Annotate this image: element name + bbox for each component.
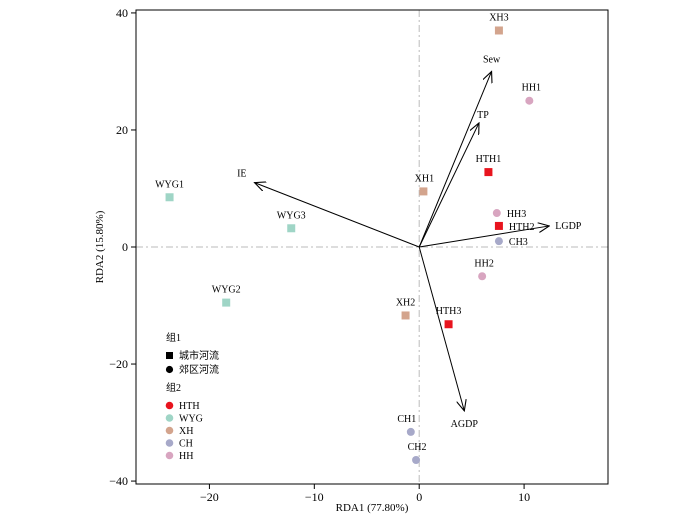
- legend-group1-item: 郊区河流: [179, 363, 219, 376]
- x-axis-title: RDA1 (77.80%): [336, 502, 409, 514]
- legend-color-marker: [165, 401, 174, 410]
- vector-label: LGDP: [555, 221, 582, 232]
- sample-point-wyg1: [165, 193, 174, 202]
- sample-point-hth3: [444, 320, 453, 329]
- sample-label: CH3: [509, 237, 528, 248]
- sample-label: HTH2: [509, 222, 535, 233]
- sample-label: CH1: [397, 414, 416, 425]
- legend-color-marker: [165, 426, 174, 435]
- legend-color-marker: [165, 451, 174, 460]
- sample-point-wyg2: [222, 298, 231, 307]
- x-tick-label: 10: [518, 490, 530, 504]
- vector-label: IE: [237, 169, 246, 180]
- sample-points: XH3 HH1 HTH1 XH1 WYG1 WYG3 HH3 HTH2 CH3 HH2 WYG2 XH…: [155, 12, 541, 465]
- plot-axes: −20 −10 0 10 −40 −20 0 20 40: [109, 6, 609, 504]
- y-tick-label: 40: [116, 6, 128, 20]
- sample-label: HH3: [507, 209, 526, 220]
- sample-label: HTH1: [476, 154, 502, 165]
- vector-label: AGDP: [451, 419, 479, 430]
- y-axis-title: RDA2 (15.80%): [94, 210, 106, 283]
- zero-lines: [136, 10, 608, 484]
- vector-label: Sew: [483, 54, 501, 65]
- legend-group1-item: 城市河流: [179, 349, 219, 362]
- sample-label: WYG1: [155, 179, 184, 190]
- sample-point-hh2: [478, 272, 487, 281]
- sample-label: WYG2: [212, 285, 241, 296]
- x-tick-label: −20: [200, 490, 219, 504]
- legend-group2-item: CH: [179, 439, 193, 450]
- legend-group2-item: HTH: [179, 401, 200, 412]
- legend-color-marker: [165, 439, 174, 447]
- sample-point-hth1: [484, 168, 493, 177]
- legend-circle-marker: [165, 365, 174, 374]
- legend-group2-title: 组2: [166, 381, 181, 394]
- x-tick-label: −10: [305, 490, 324, 504]
- sample-label: HH2: [474, 258, 493, 269]
- sample-point-hh3: [492, 209, 501, 218]
- sample-label: CH2: [408, 442, 427, 453]
- sample-point-xh3: [494, 26, 503, 35]
- legend-group2-item: HH: [179, 451, 193, 462]
- sample-label: XH1: [415, 173, 434, 184]
- legend-group1-title: 组1: [166, 331, 181, 344]
- sample-label: XH2: [396, 297, 415, 308]
- legend-group2-item: XH: [179, 426, 193, 437]
- sample-label: XH3: [489, 12, 508, 23]
- vector-arrow-lgdp: [419, 226, 549, 248]
- sample-point-ch2: [412, 456, 421, 465]
- legend-color-marker: [165, 414, 174, 422]
- x-tick-label: 0: [416, 490, 422, 504]
- vector-arrow-tp: [418, 123, 479, 248]
- sample-point-xh1: [419, 187, 428, 196]
- legend-square-marker: [166, 352, 173, 359]
- sample-point-xh2: [401, 311, 410, 320]
- vector-label: TP: [477, 110, 489, 121]
- y-tick-label: −40: [109, 474, 128, 488]
- legend-group2-item: WYG: [179, 414, 203, 425]
- sample-point-wyg3: [287, 224, 296, 233]
- sample-label: HH1: [522, 83, 541, 94]
- vector-arrow-sew: [418, 71, 491, 248]
- y-tick-label: 20: [116, 123, 128, 137]
- y-tick-label: 0: [122, 240, 128, 254]
- sample-point-ch1: [406, 427, 415, 436]
- sample-point-hh1: [525, 96, 534, 105]
- sample-point-ch3: [494, 237, 503, 246]
- vector-arrow-ie: [255, 183, 420, 248]
- sample-label: WYG3: [277, 210, 306, 221]
- y-tick-label: −20: [109, 357, 128, 371]
- vector-arrow-agdp: [418, 246, 464, 411]
- sample-point-hth2: [494, 221, 503, 230]
- env-vectors: Sew TP IE LGDP AGDP: [237, 54, 582, 429]
- sample-label: HTH3: [436, 306, 462, 317]
